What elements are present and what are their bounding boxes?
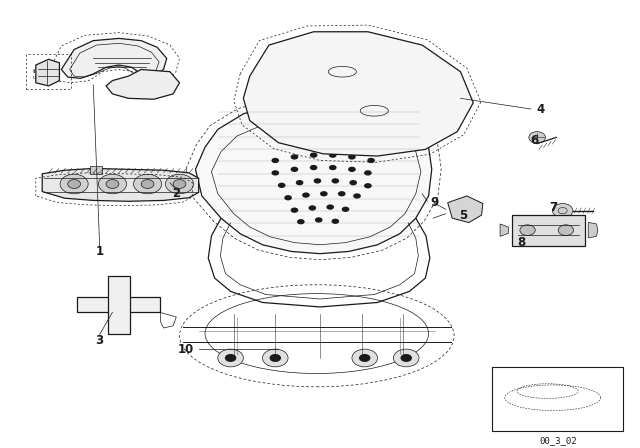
Text: 3: 3 — [95, 334, 104, 347]
Text: 00_3_02: 00_3_02 — [539, 436, 577, 445]
Circle shape — [173, 180, 186, 189]
Circle shape — [329, 165, 337, 170]
Circle shape — [308, 205, 316, 211]
Circle shape — [106, 180, 119, 189]
Text: u: u — [32, 75, 36, 80]
Polygon shape — [42, 168, 198, 201]
Polygon shape — [448, 196, 483, 223]
Text: 6: 6 — [530, 134, 538, 147]
Circle shape — [314, 178, 321, 184]
Circle shape — [401, 354, 412, 362]
Circle shape — [332, 219, 339, 224]
Circle shape — [342, 207, 349, 212]
Circle shape — [99, 174, 127, 194]
Circle shape — [338, 191, 346, 196]
Circle shape — [284, 195, 292, 200]
Circle shape — [269, 354, 281, 362]
Bar — [511, 215, 585, 246]
Circle shape — [271, 158, 279, 163]
Circle shape — [520, 225, 535, 236]
Circle shape — [349, 180, 357, 185]
Polygon shape — [195, 100, 432, 254]
Bar — [492, 367, 623, 431]
Circle shape — [364, 183, 372, 189]
Circle shape — [353, 194, 361, 198]
Circle shape — [359, 354, 371, 362]
Circle shape — [218, 349, 243, 367]
Circle shape — [225, 354, 236, 362]
Text: 2: 2 — [172, 187, 180, 200]
Text: 10: 10 — [178, 343, 194, 356]
Circle shape — [291, 154, 298, 159]
Circle shape — [529, 132, 545, 143]
Circle shape — [367, 158, 375, 163]
Circle shape — [291, 207, 298, 213]
Text: 1: 1 — [95, 245, 104, 258]
Text: 5: 5 — [460, 210, 468, 223]
Polygon shape — [243, 32, 473, 156]
Circle shape — [134, 174, 162, 194]
Circle shape — [326, 204, 334, 210]
Circle shape — [558, 225, 573, 236]
Circle shape — [141, 180, 154, 189]
Circle shape — [310, 165, 317, 170]
Circle shape — [296, 180, 303, 185]
Circle shape — [262, 349, 288, 367]
Polygon shape — [108, 276, 130, 334]
Circle shape — [332, 178, 339, 184]
Circle shape — [352, 349, 378, 367]
Polygon shape — [588, 222, 598, 238]
Circle shape — [60, 174, 88, 194]
Circle shape — [552, 203, 573, 218]
Bar — [26, 54, 71, 90]
Circle shape — [364, 170, 372, 176]
Circle shape — [329, 152, 337, 158]
Circle shape — [310, 152, 317, 158]
Circle shape — [297, 219, 305, 224]
Circle shape — [348, 154, 356, 159]
Circle shape — [291, 167, 298, 172]
Text: 4: 4 — [536, 103, 545, 116]
Circle shape — [394, 349, 419, 367]
Circle shape — [315, 217, 323, 223]
Polygon shape — [77, 297, 161, 312]
Text: ii: ii — [32, 69, 36, 74]
Circle shape — [271, 170, 279, 176]
Text: 9: 9 — [431, 196, 439, 209]
Polygon shape — [500, 224, 508, 237]
Text: 7: 7 — [549, 201, 557, 214]
Circle shape — [320, 191, 328, 196]
Polygon shape — [106, 69, 179, 99]
Circle shape — [68, 180, 81, 189]
Circle shape — [348, 167, 356, 172]
Polygon shape — [36, 59, 60, 86]
Text: 8: 8 — [517, 236, 525, 249]
Circle shape — [166, 174, 193, 194]
Polygon shape — [61, 39, 167, 78]
Bar — [90, 166, 102, 174]
Circle shape — [278, 183, 285, 188]
Circle shape — [302, 193, 310, 198]
